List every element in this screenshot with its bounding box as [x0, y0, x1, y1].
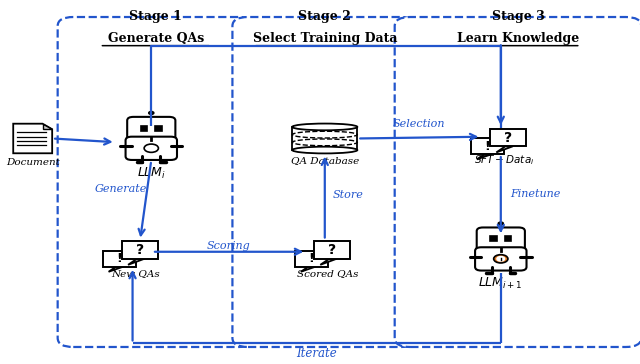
Text: ?: ?: [504, 131, 513, 145]
FancyBboxPatch shape: [477, 228, 525, 252]
Circle shape: [493, 255, 508, 263]
Polygon shape: [13, 124, 52, 153]
Text: Store: Store: [333, 190, 364, 200]
Text: Generate QAs: Generate QAs: [108, 32, 204, 44]
Ellipse shape: [292, 123, 357, 130]
Text: Generate: Generate: [95, 184, 147, 194]
FancyBboxPatch shape: [58, 17, 254, 347]
FancyBboxPatch shape: [490, 129, 526, 146]
Text: Iterate: Iterate: [296, 347, 337, 360]
Polygon shape: [43, 124, 52, 129]
Polygon shape: [320, 259, 337, 265]
Polygon shape: [301, 266, 316, 272]
Text: Stage 1: Stage 1: [129, 10, 182, 23]
FancyBboxPatch shape: [232, 17, 417, 347]
Bar: [292, 127, 357, 153]
Text: $LLM_{i+1}$: $LLM_{i+1}$: [479, 276, 523, 292]
Text: Select Training Data: Select Training Data: [253, 32, 397, 44]
Polygon shape: [128, 259, 145, 265]
Text: ?: ?: [136, 243, 144, 257]
Text: Learn Knowledge: Learn Knowledge: [457, 32, 579, 44]
Text: Document: Document: [6, 158, 60, 167]
FancyBboxPatch shape: [127, 117, 175, 141]
Text: !: !: [308, 252, 314, 265]
FancyBboxPatch shape: [314, 241, 350, 259]
FancyBboxPatch shape: [490, 236, 497, 241]
Text: Finetune: Finetune: [510, 189, 560, 199]
Circle shape: [497, 257, 505, 261]
FancyBboxPatch shape: [475, 247, 527, 270]
Text: $LLM_i$: $LLM_i$: [137, 166, 166, 181]
Text: Stage 2: Stage 2: [298, 10, 351, 23]
FancyBboxPatch shape: [395, 17, 640, 347]
Circle shape: [144, 144, 159, 153]
Text: ?: ?: [328, 243, 337, 257]
Text: Scored QAs: Scored QAs: [297, 269, 358, 278]
FancyBboxPatch shape: [505, 236, 511, 241]
Text: !: !: [484, 140, 490, 153]
Circle shape: [148, 111, 154, 114]
Text: Stage 3: Stage 3: [492, 10, 545, 23]
Polygon shape: [496, 146, 513, 153]
FancyBboxPatch shape: [155, 126, 162, 131]
Polygon shape: [477, 154, 492, 159]
FancyBboxPatch shape: [102, 251, 136, 266]
FancyBboxPatch shape: [295, 251, 328, 266]
FancyBboxPatch shape: [471, 138, 504, 154]
Polygon shape: [109, 266, 124, 272]
FancyBboxPatch shape: [122, 241, 158, 259]
Text: New QAs: New QAs: [111, 269, 160, 278]
Text: $SFT-Data_i$: $SFT-Data_i$: [474, 153, 534, 167]
Text: Scoring: Scoring: [207, 241, 250, 251]
Ellipse shape: [292, 147, 357, 153]
Text: QA Database: QA Database: [291, 157, 359, 165]
Text: Selection: Selection: [393, 119, 445, 129]
FancyBboxPatch shape: [141, 126, 147, 131]
Text: !: !: [116, 252, 122, 265]
FancyBboxPatch shape: [125, 136, 177, 160]
Circle shape: [498, 222, 504, 225]
